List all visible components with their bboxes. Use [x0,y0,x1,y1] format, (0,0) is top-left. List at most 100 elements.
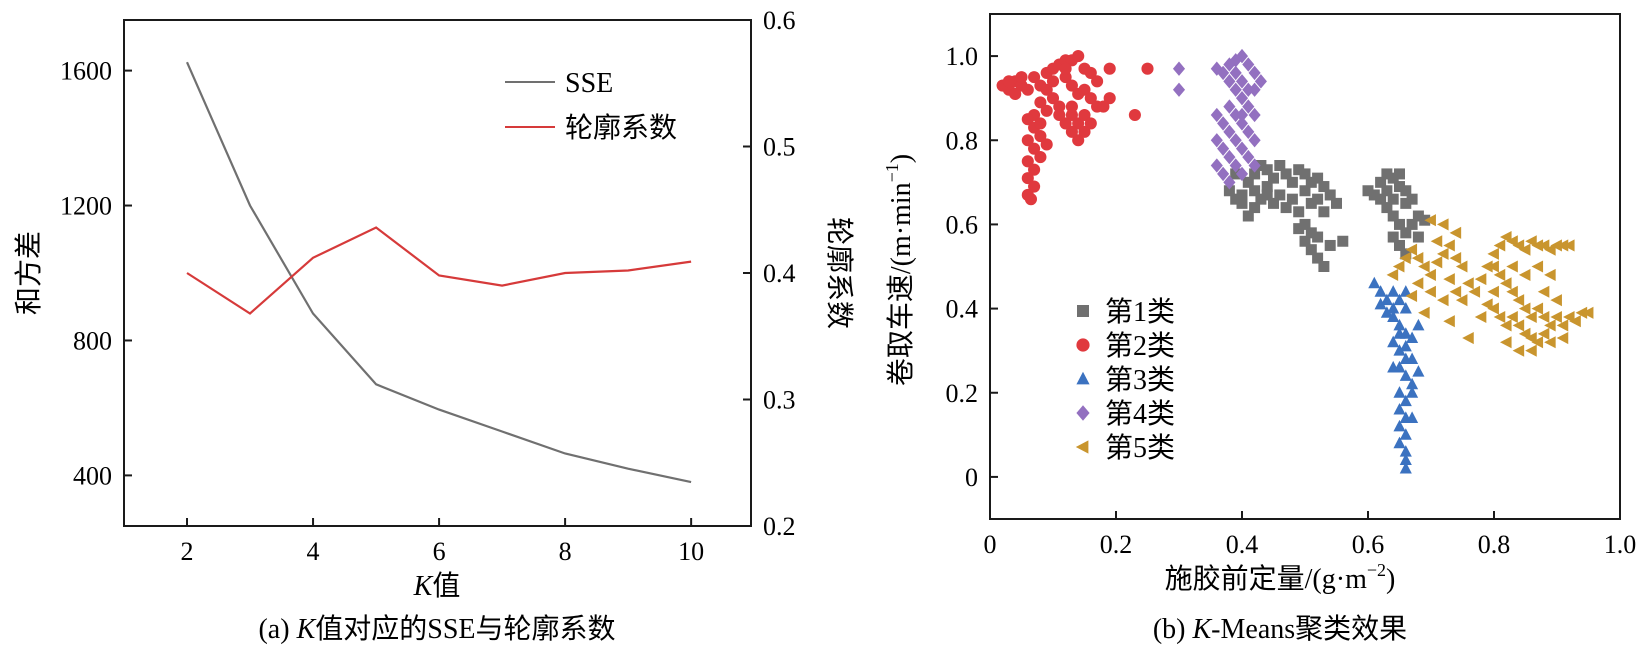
chart-b-ytick-label-2: 0.4 [946,295,979,324]
chart-b-point-s1-58 [1406,193,1418,205]
chart-b-point-s3-1 [1374,285,1387,297]
chart-b-point-s5-62 [1531,336,1544,349]
chart-b-point-s5-65 [1556,331,1569,345]
chart-b-caption-k: K [1191,614,1212,645]
chart-b-point-s1-61 [1381,185,1393,197]
chart-b-point-s5-38 [1563,239,1575,252]
chart-b-point-s1-22 [1274,189,1286,201]
chart-b-point-s5-54 [1581,306,1594,319]
chart-b-point-s1-10 [1286,176,1298,188]
chart-b-point-s1-8 [1274,160,1286,171]
chart-b-point-s3-5 [1399,301,1412,314]
chart-b-point-s4-24 [1217,166,1230,182]
chart-b-point-s5-18 [1455,294,1468,307]
chart-b-point-s5-27 [1493,239,1506,252]
chart-b-point-s4-35 [1172,61,1186,76]
chart-b-point-s1-36 [1324,239,1336,251]
chart-b-point-s1-32 [1299,235,1311,247]
chart-b-point-s3-25 [1406,352,1419,365]
chart-b-point-s2-12 [1072,50,1085,63]
chart-b-point-s1-48 [1375,193,1387,205]
chart-b-frame [989,13,1621,520]
chart-b-point-s2-61 [1065,100,1078,113]
chart-b-point-s1-11 [1293,164,1305,176]
chart-b-point-s5-64 [1544,336,1556,349]
chart-b-point-s2-56 [1002,75,1015,88]
chart-b-point-s5-31 [1518,243,1531,256]
chart-b-point-s4-15 [1242,124,1255,139]
legend-label-sse: SSE [565,68,613,99]
chart-b-point-s3-31 [1406,331,1419,343]
chart-b-series-3 [1368,276,1425,474]
chart-b-xtick-label-0: 0 [984,530,997,559]
chart-b-xlabel-sup: −2 [1367,560,1386,580]
chart-b-point-s3-30 [1399,285,1412,297]
chart-b-ytick-label-4: 0.8 [946,126,979,155]
chart-b-point-s5-45 [1525,310,1537,324]
chart-b-point-s2-50 [1103,92,1116,105]
chart-b-point-s5-15 [1424,214,1436,227]
chart-b-point-s5-76 [1506,260,1518,273]
chart-a-ytick-left-label-3: 1600 [60,57,112,86]
chart-b-point-s1-16 [1324,189,1336,201]
chart-b-point-s1-5 [1255,160,1267,171]
chart-b-legend-label-4: 第4类 [1105,398,1175,430]
chart-b-point-s5-71 [1405,289,1418,303]
chart-a-marks: 2 4 6 8 10 400 800 1200 1600 0.2 0.3 0.4 0.5 0.6 [60,6,796,566]
chart-b-point-s1-29 [1318,206,1330,218]
chart-b-point-s5-67 [1525,344,1537,357]
chart-b-point-s3-20 [1399,428,1412,440]
chart-b-point-s3-7 [1393,318,1406,331]
chart-b-point-s4-6 [1248,65,1261,81]
chart-b-xlabel: 施胶前定量/(g·m−2) [1165,560,1396,595]
chart-b-point-s2-30 [1021,134,1034,147]
chart-b-point-s5-66 [1512,344,1525,357]
chart-b-point-s5-63 [1537,327,1550,340]
chart-b-point-s2-22 [1046,92,1060,105]
chart-b-point-s5-23 [1468,285,1481,298]
chart-b-point-s2-52 [1009,87,1022,101]
chart-a-ytick-left-label-1: 800 [73,326,112,355]
chart-b-point-s1-30 [1299,218,1311,230]
chart-b-point-s2-34 [1028,163,1041,176]
chart-a-caption-prefix: (a) [258,614,296,645]
chart-b-point-s1-6 [1261,164,1273,176]
chart-b-point-s4-27 [1210,133,1223,148]
chart-b-point-s4-4 [1235,48,1249,64]
chart-a-xlabel-rest: 值 [432,570,460,602]
chart-b-point-s2-18 [1091,75,1104,88]
chart-b-point-s5-22 [1462,277,1474,290]
chart-b-point-s2-27 [1021,113,1034,126]
chart-b-point-s3-32 [1387,360,1400,373]
chart-b-point-s1-24 [1286,193,1298,205]
chart-a-xtick-label-1: 4 [307,537,320,566]
chart-b-legend-label-1: 第1类 [1105,296,1175,328]
chart-a-ylabel-right: 轮廓系数 [823,217,855,329]
chart-b-point-s2-47 [1053,108,1066,122]
chart-b-point-s3-14 [1406,377,1419,390]
chart-b-point-s1-14 [1312,172,1324,184]
chart-b-point-s5-37 [1556,239,1569,252]
chart-a-xtick-label-0: 2 [181,537,194,566]
chart-b-ylabel-end: ) [886,154,917,163]
chart-b-ylabel-sup: −1 [882,163,902,182]
chart-b-point-s2-59 [1040,138,1053,151]
chart-b-point-s2-40 [1072,117,1085,130]
chart-b-point-s5-5 [1418,260,1430,273]
chart-b-point-s5-80 [1537,285,1550,298]
chart-a-series-line-0 [185,61,692,484]
chart-b-point-s5-33 [1531,239,1544,252]
chart-b-point-s5-26 [1487,247,1499,260]
chart-b-xtick-label-2: 0.4 [1226,530,1259,559]
chart-b-point-s5-13 [1437,218,1449,231]
chart-b-caption: (b) K-Means聚类效果 [1153,613,1407,645]
chart-b-point-s4-21 [1223,149,1236,165]
chart-b-point-s4-16 [1248,133,1261,148]
chart-b-point-s1-34 [1312,252,1324,264]
chart-a: 2 4 6 8 10 400 800 1200 1600 0.2 0.3 0.4 0.5 0.6 SSE … [13,6,855,645]
chart-b-point-s1-66 [1261,189,1273,201]
chart-b-point-s3-36 [1393,327,1406,339]
chart-b-point-s1-52 [1400,227,1412,239]
chart-b-point-s4-7 [1223,74,1236,89]
